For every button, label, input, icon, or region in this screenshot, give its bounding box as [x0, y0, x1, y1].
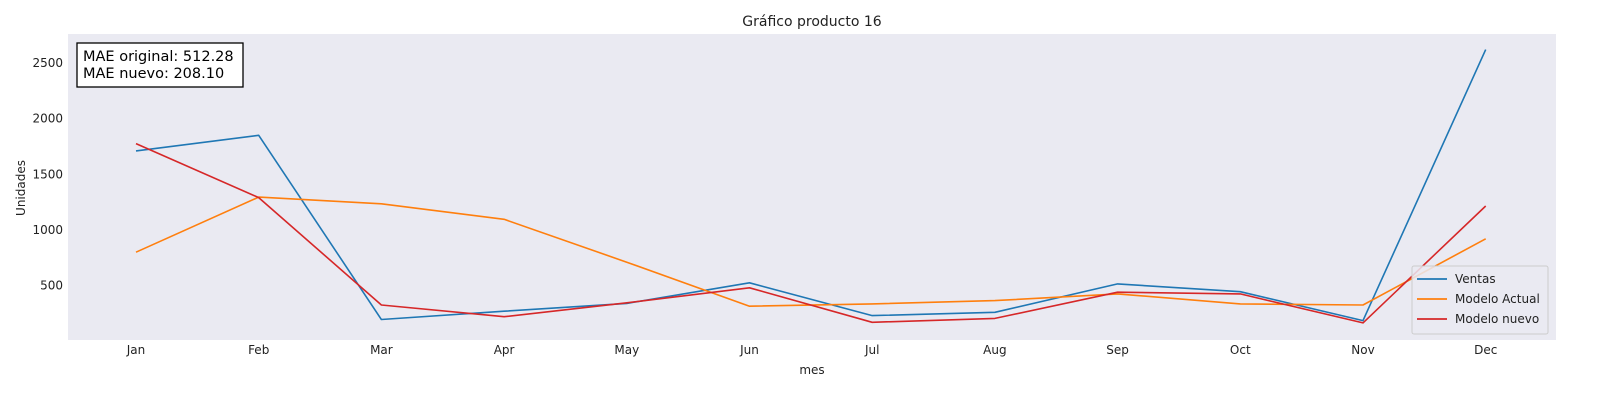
legend-label-ventas: Ventas: [1455, 272, 1496, 286]
x-tick-label-oct: Oct: [1230, 343, 1251, 357]
x-tick-label-jun: Jun: [739, 343, 759, 357]
x-tick-label-aug: Aug: [983, 343, 1006, 357]
y-tick-label-1500: 1500: [32, 167, 63, 181]
series-line-ventas: [135, 49, 1487, 322]
legend-box: [1411, 265, 1549, 335]
plot-area: [68, 34, 1556, 340]
x-tick-label-nov: Nov: [1351, 343, 1374, 357]
mae-annotation-box: [76, 42, 244, 88]
x-tick-label-jan: Jan: [126, 343, 146, 357]
x-tick-label-mar: Mar: [370, 343, 393, 357]
series-lines: [135, 49, 1487, 324]
chart-title: Gráfico producto 16: [742, 14, 881, 30]
y-axis-label: Unidades: [14, 160, 28, 216]
x-tick-labels: Jan Feb Mar Apr May Jun Jul Aug Sep Oct Nov Dec: [126, 343, 1498, 357]
legend-label-modelo-actual: Modelo Actual: [1455, 292, 1540, 306]
x-tick-label-apr: Apr: [494, 343, 515, 357]
x-tick-label-sep: Sep: [1106, 343, 1129, 357]
x-axis-label: mes: [799, 363, 824, 377]
legend-label-modelo-nuevo: Modelo nuevo: [1455, 312, 1539, 326]
series-line-modelo-nuevo: [135, 142, 1487, 324]
y-tick-labels: 500 1000 1500 2000 2500: [32, 56, 63, 293]
x-tick-label-feb: Feb: [248, 343, 269, 357]
x-tick-label-may: May: [614, 343, 639, 357]
x-tick-label-dec: Dec: [1474, 343, 1497, 357]
y-tick-label-2500: 2500: [32, 56, 63, 70]
mae-annotation: MAE original: 512.28 MAE nuevo: 208.10: [76, 42, 244, 88]
y-tick-label-500: 500: [40, 279, 63, 293]
legend: Ventas Modelo Actual Modelo nuevo: [1411, 265, 1549, 335]
mae-nuevo-text: MAE nuevo: 208.10: [83, 66, 224, 82]
y-tick-label-1000: 1000: [32, 223, 63, 237]
y-tick-label-2000: 2000: [32, 112, 63, 126]
x-tick-label-jul: Jul: [864, 343, 879, 357]
mae-original-text: MAE original: 512.28: [83, 49, 234, 65]
